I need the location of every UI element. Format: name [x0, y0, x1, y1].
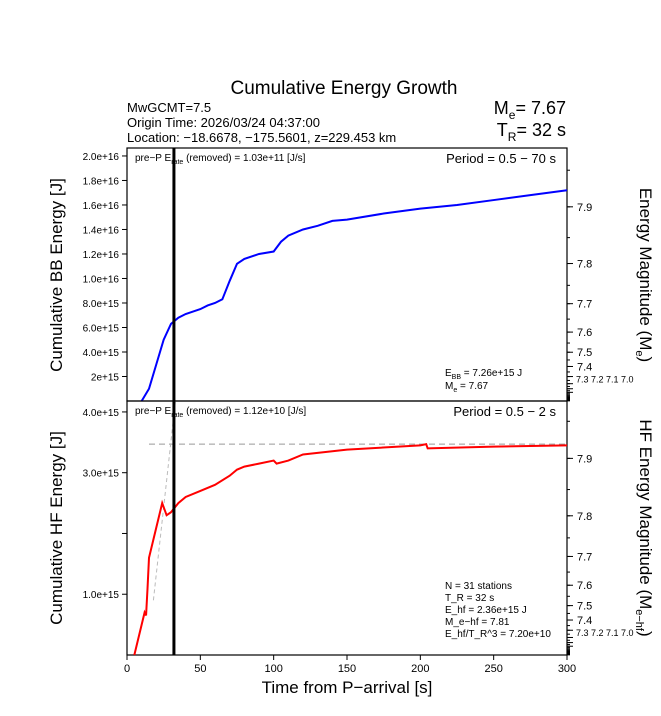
y2-tick-label: 7.8: [577, 259, 592, 271]
bb-ylabel: Cumulative BB Energy [J]: [47, 178, 66, 372]
y-tick-label: 1.0e+15: [83, 590, 120, 601]
y2-tick-label: 7.0: [621, 628, 634, 638]
y2-tick-label: 7.7: [577, 299, 592, 311]
y2-tick-label: 7.0: [621, 374, 634, 384]
hf-stat-ratio: E_hf/T_R^3 = 7.20e+10: [445, 629, 551, 640]
me-header: Me= 7.67: [494, 98, 566, 122]
hf-period: Period = 0.5 − 2 s: [453, 404, 556, 419]
y2-tick-label: 7.4: [577, 615, 592, 627]
bb-y2label: Energy Magnitude (Me): [633, 188, 655, 362]
chart-title: Cumulative Energy Growth: [230, 78, 457, 99]
y2-tick-label: 7.5: [577, 601, 592, 613]
hf-stat-tr: T_R = 32 s: [445, 593, 494, 604]
slope-line: [152, 400, 176, 601]
y2-tick-label: 7.6: [577, 580, 592, 592]
x-tick-label: 100: [264, 663, 282, 675]
y2-tick-label: 7.2: [591, 628, 604, 638]
x-tick-label: 300: [558, 663, 576, 675]
y2-tick-label: 7.6: [577, 327, 592, 339]
bb-energy-stat: EBB = 7.26e+15 J: [445, 368, 522, 381]
y2-tick-label: 7.1: [606, 374, 619, 384]
hf-stats: N = 31 stations T_R = 32 s E_hf = 2.36e+…: [445, 581, 551, 640]
origin-time: Origin Time: 2026/03/24 04:37:00: [127, 115, 320, 130]
hf-panel: 4.0e+153.0e+151.0e+157.97.87.77.67.57.47…: [83, 400, 634, 675]
y2-tick-label: 7.2: [591, 374, 604, 384]
y2-tick-label: 7.7: [577, 551, 592, 563]
bb-period: Period = 0.5 − 70 s: [446, 151, 556, 166]
y2-tick-label: 7.9: [577, 202, 592, 214]
bb-energy-line: [140, 189, 568, 402]
y2-tick-label: 7.1: [606, 628, 619, 638]
x-tick-label: 150: [338, 663, 356, 675]
hf-ylabel: Cumulative HF Energy [J]: [47, 431, 66, 625]
hf-energy-line: [133, 442, 568, 656]
location: Location: −18.6678, −175.5601, z=229.453…: [127, 130, 396, 145]
hf-stat-stations: N = 31 stations: [445, 581, 512, 592]
y-tick-label: 1.6e+16: [83, 201, 120, 212]
x-tick-label: 50: [194, 663, 206, 675]
y-tick-label: 1.8e+16: [83, 176, 120, 187]
y2-tick-label: 7.5: [577, 347, 592, 359]
x-tick-label: 0: [124, 663, 130, 675]
y-tick-label: 2e+15: [91, 372, 120, 383]
y-tick-label: 3.0e+15: [83, 469, 120, 480]
x-axis-label: Time from P−arrival [s]: [262, 678, 433, 697]
y-tick-label: 4.0e+15: [83, 348, 120, 359]
y-tick-label: 4.0e+15: [83, 408, 120, 419]
bb-magnitude-stat: Me = 7.67: [445, 381, 489, 394]
y-tick-label: 1.2e+16: [83, 250, 120, 261]
hf-y2label: HF Energy Magnitude (Me−hf): [633, 419, 655, 636]
bb-prep-annotation: pre−P Erate (removed) = 1.03e+11 [J/s]: [135, 153, 306, 166]
y-tick-label: 8.0e+15: [83, 299, 120, 310]
plot-frame: [126, 147, 568, 402]
y-tick-label: 6.0e+15: [83, 323, 120, 334]
y2-tick-label: 7.9: [577, 453, 592, 465]
hf-stat-energy: E_hf = 2.36e+15 J: [445, 605, 527, 616]
y2-tick-label: 7.8: [577, 511, 592, 523]
mw-text: MwGCMT=7.5: [127, 100, 211, 115]
bb-panel: 2.0e+16 1.8e+16 1.6e+16 1.4e+16 1.2e+16 1.0e+…: [83, 147, 634, 402]
tr-header: TR= 32 s: [497, 120, 566, 144]
x-tick-label: 200: [411, 663, 429, 675]
y2-tick-label: 7.3: [576, 374, 589, 384]
hf-stat-magnitude: M_e−hf = 7.81: [445, 617, 510, 628]
x-tick-label: 250: [484, 663, 502, 675]
y2-tick-label: 7.3: [576, 628, 589, 638]
hf-prep-annotation: pre−P Erate (removed) = 1.12e+10 [J/s]: [135, 406, 306, 419]
y2-tick-label: 7.4: [577, 361, 592, 373]
y-tick-label: 2.0e+16: [83, 152, 120, 163]
y-tick-label: 1.4e+16: [83, 225, 120, 236]
y-tick-label: 1.0e+16: [83, 274, 120, 285]
